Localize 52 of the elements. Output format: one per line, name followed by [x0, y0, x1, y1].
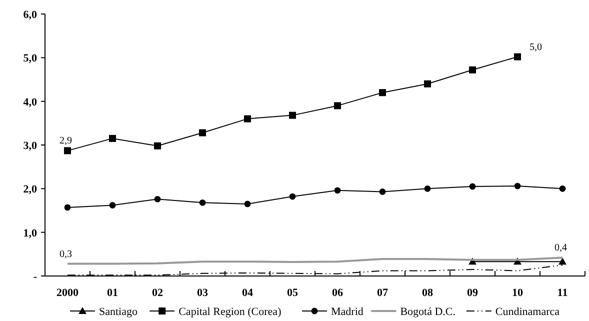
x-tick-label: 01 [107, 287, 118, 299]
annotation: 0,4 [554, 242, 567, 254]
point [109, 134, 116, 142]
point [558, 258, 566, 265]
x-tick-label: 03 [197, 287, 208, 299]
point [469, 66, 476, 74]
y-tick-label: 2,0 [23, 184, 38, 196]
annotation: 2,9 [60, 136, 72, 147]
point [514, 182, 521, 190]
legend-label: Cundinamarca [495, 306, 560, 318]
y-tick-label: 6,0 [23, 9, 38, 21]
point [424, 185, 431, 192]
point [379, 89, 386, 96]
point [154, 142, 161, 150]
point [289, 193, 296, 200]
point [244, 115, 251, 122]
point [199, 129, 206, 136]
legend-label: Bogotá D.C. [400, 306, 456, 318]
point [559, 185, 566, 192]
legend-label: Madrid [331, 306, 364, 318]
point [64, 204, 71, 211]
x-tick-label: 08 [422, 287, 434, 299]
legend-label: Santiago [99, 306, 138, 318]
legend-label: Capital Region (Corea) [178, 306, 282, 318]
x-tick-label: 10 [512, 287, 524, 299]
point [334, 102, 341, 110]
x-tick-label: 05 [287, 287, 298, 299]
x-tick-label: 2000 [56, 287, 79, 299]
point [424, 80, 431, 88]
point [469, 183, 476, 190]
point [334, 187, 341, 194]
x-tick-label: 07 [377, 287, 388, 299]
point [379, 188, 386, 195]
point [199, 199, 206, 206]
y-tick-label: 1,0 [23, 227, 38, 240]
point [289, 112, 296, 119]
point [154, 196, 161, 202]
x-tick-label: 06 [332, 287, 344, 299]
point [109, 202, 116, 208]
annotation: 5,0 [530, 42, 542, 53]
annotation: 0,3 [60, 248, 72, 260]
x-tick-label: 04 [242, 287, 254, 299]
x-tick-label: 02 [152, 287, 164, 299]
x-tick-label: 11 [557, 287, 568, 299]
y-tick-label: 3,0 [23, 140, 38, 152]
y-tick-label: - [33, 271, 38, 283]
x-tick-label: 09 [467, 287, 478, 299]
point [64, 147, 71, 154]
point [514, 53, 521, 60]
y-tick-label: 4,0 [23, 96, 38, 108]
y-tick-label: 5,0 [23, 52, 38, 65]
point [244, 200, 251, 208]
